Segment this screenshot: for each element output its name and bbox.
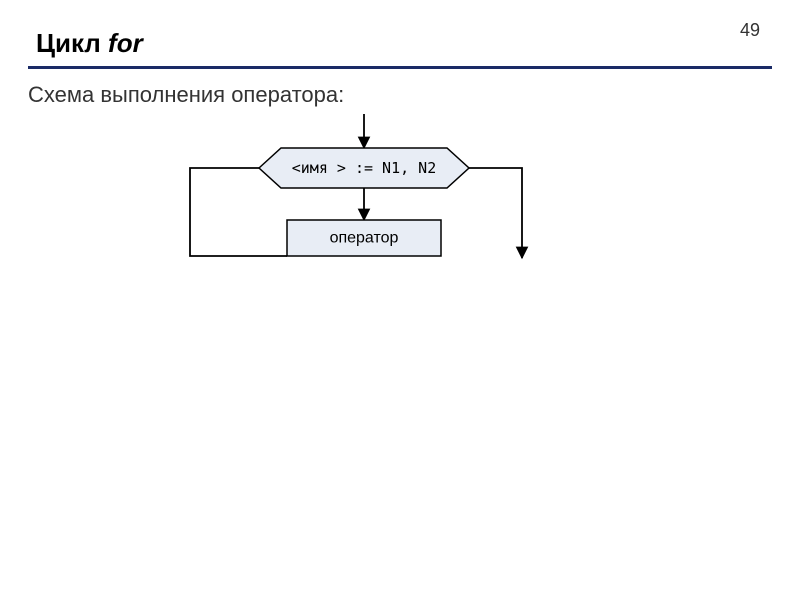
- title-main: Цикл: [36, 28, 108, 58]
- svg-text:<имя > := N1, N2: <имя > := N1, N2: [292, 159, 437, 177]
- title-underline: [28, 66, 772, 69]
- flowchart-svg: <имя > := N1, N2 оператор: [160, 110, 580, 330]
- title-italic: for: [108, 28, 143, 58]
- subtitle: Схема выполнения оператора:: [28, 82, 344, 108]
- page-title: Цикл for: [36, 28, 143, 59]
- flowchart-diagram: <имя > := N1, N2 оператор: [160, 110, 580, 330]
- page-number: 49: [740, 20, 760, 41]
- svg-text:оператор: оператор: [330, 230, 399, 247]
